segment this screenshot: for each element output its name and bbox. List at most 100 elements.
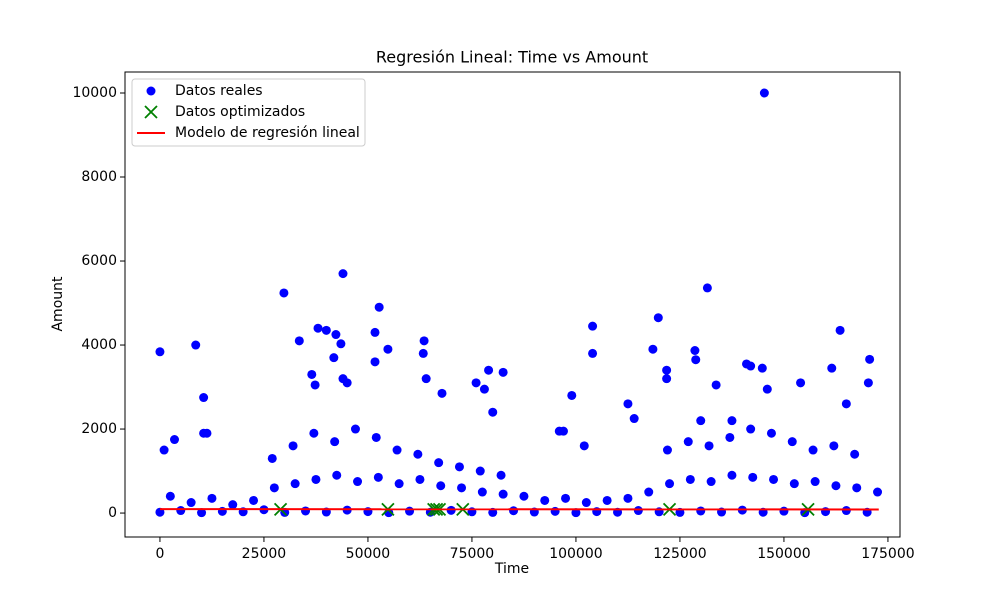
y-tick-label: 6000	[81, 253, 117, 269]
data-point	[762, 384, 772, 394]
data-point	[477, 487, 487, 497]
plot-area	[155, 88, 883, 518]
data-point	[748, 472, 758, 482]
data-point	[711, 380, 721, 390]
data-point	[602, 495, 612, 505]
data-point	[789, 479, 799, 489]
cross-marker	[144, 105, 158, 119]
data-point	[662, 365, 672, 375]
data-point	[338, 374, 348, 384]
data-point	[746, 361, 756, 371]
x-tick-label: 75000	[450, 546, 495, 562]
data-point	[633, 506, 643, 516]
data-point	[648, 344, 658, 354]
legend-label: Datos reales	[175, 83, 263, 99]
data-point	[207, 493, 217, 503]
data-point	[852, 483, 862, 493]
x-tick-label: 25000	[242, 546, 287, 562]
data-point	[228, 500, 238, 510]
data-point	[269, 483, 279, 493]
data-point	[519, 491, 529, 501]
data-point	[454, 462, 464, 472]
data-point	[301, 506, 311, 516]
data-point	[457, 483, 467, 493]
data-point	[779, 506, 789, 516]
data-point	[644, 487, 654, 497]
data-point	[350, 424, 360, 434]
data-point	[197, 508, 207, 518]
data-point	[691, 355, 701, 365]
data-point	[588, 348, 598, 358]
data-point	[873, 487, 883, 497]
data-point	[371, 432, 381, 442]
data-point	[267, 453, 277, 463]
data-point	[623, 399, 633, 409]
legend: Datos reales Datos optimizados Modelo de r…	[131, 78, 366, 147]
data-point	[561, 493, 571, 503]
data-point	[290, 479, 300, 489]
y-tick-label: 4000	[81, 337, 117, 353]
data-point	[496, 470, 506, 480]
data-point	[841, 399, 851, 409]
data-point	[690, 345, 700, 355]
data-point	[279, 288, 289, 298]
data-point	[329, 353, 339, 363]
data-point	[863, 378, 873, 388]
data-point	[332, 470, 342, 480]
data-point	[706, 477, 716, 487]
data-point	[571, 508, 581, 518]
data-point	[186, 498, 196, 508]
data-point	[829, 441, 839, 451]
data-point	[746, 424, 756, 434]
data-point	[159, 445, 169, 455]
x-tick-label: 50000	[346, 546, 391, 562]
data-point	[310, 380, 320, 390]
data-point	[831, 481, 841, 491]
data-point	[313, 323, 323, 333]
data-point	[170, 435, 180, 445]
data-point	[434, 458, 444, 468]
data-point	[249, 495, 259, 505]
x-tick-label: 125000	[653, 546, 706, 562]
data-point	[155, 347, 165, 357]
y-tick-label: 0	[108, 505, 117, 521]
data-point	[421, 374, 431, 384]
x-tick-label: 175000	[861, 546, 914, 562]
data-point	[394, 479, 404, 489]
data-point	[383, 344, 393, 354]
data-point	[683, 437, 693, 447]
data-point	[413, 449, 423, 459]
data-point	[662, 374, 672, 384]
data-point	[415, 474, 425, 484]
data-point	[623, 493, 633, 503]
data-point	[370, 327, 380, 337]
data-point	[202, 428, 212, 438]
data-point	[662, 445, 672, 455]
data-point	[696, 416, 706, 426]
data-point	[353, 477, 363, 487]
y-axis-label: Amount	[50, 276, 66, 332]
data-point	[307, 369, 317, 379]
data-point	[498, 489, 508, 499]
data-point	[704, 441, 714, 451]
data-point	[727, 416, 737, 426]
data-point	[311, 474, 321, 484]
data-point	[810, 477, 820, 487]
data-point	[336, 339, 346, 349]
data-point	[588, 321, 598, 331]
data-point	[373, 472, 383, 482]
data-point	[484, 365, 494, 375]
data-point	[725, 432, 735, 442]
data-point	[288, 441, 298, 451]
data-point	[567, 390, 577, 400]
legend-label: Modelo de regresión lineal	[175, 125, 360, 141]
data-point	[498, 367, 508, 377]
data-point	[696, 506, 706, 516]
data-point	[370, 357, 380, 367]
data-point	[769, 474, 779, 484]
data-point	[629, 414, 639, 424]
data-point	[191, 340, 201, 350]
data-point	[808, 445, 818, 455]
data-point	[835, 325, 845, 335]
